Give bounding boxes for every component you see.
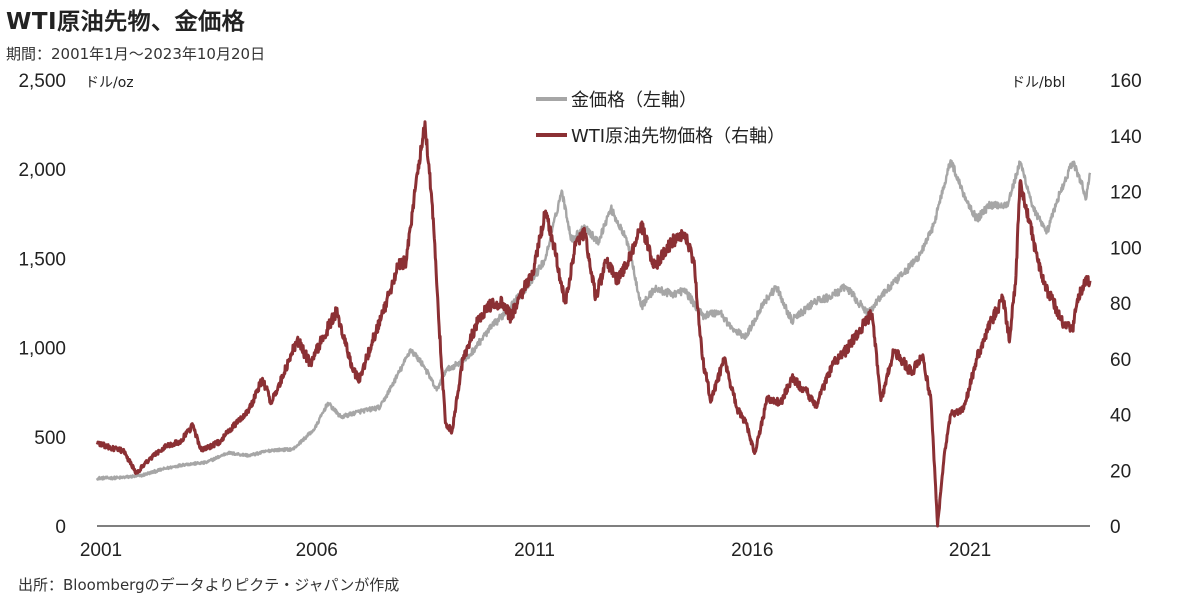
right-tick-label: 20 bbox=[1110, 461, 1131, 482]
wti-crude-line bbox=[95, 120, 1092, 528]
x-tick-label: 2016 bbox=[731, 540, 773, 561]
left-axis-ticks: 0 500 1,000 1,500 2,000 2,500 bbox=[18, 71, 66, 538]
legend-label-gold: 金価格（左軸） bbox=[571, 90, 697, 111]
x-tick-label: 2001 bbox=[80, 540, 122, 561]
x-tick-label: 2006 bbox=[296, 540, 338, 561]
right-tick-label: 100 bbox=[1110, 238, 1142, 259]
right-axis-ticks: 0 20 40 60 80 100 120 140 160 bbox=[1110, 71, 1142, 538]
left-axis-unit: ドル/oz bbox=[85, 75, 134, 91]
right-tick-label: 120 bbox=[1110, 183, 1142, 204]
right-tick-label: 80 bbox=[1110, 294, 1131, 315]
x-tick-label: 2021 bbox=[949, 540, 991, 561]
chart-title: WTI原油先物、金価格 bbox=[6, 9, 246, 35]
legend-label-wti: WTI原油先物価格（右軸） bbox=[571, 126, 785, 147]
gold-price-line bbox=[95, 159, 1092, 481]
left-tick-label: 1,500 bbox=[18, 249, 66, 270]
right-tick-label: 160 bbox=[1110, 71, 1142, 92]
right-tick-label: 60 bbox=[1110, 350, 1131, 371]
legend: 金価格（左軸） WTI原油先物価格（右軸） bbox=[536, 90, 785, 147]
period-label: 期間：2001年1月～2023年10月20日 bbox=[6, 45, 266, 63]
right-axis-unit: ドル/bbl bbox=[1011, 75, 1065, 91]
left-tick-label: 2,500 bbox=[18, 71, 66, 92]
left-tick-label: 0 bbox=[55, 517, 66, 538]
right-tick-label: 40 bbox=[1110, 406, 1131, 427]
x-axis-ticks: 2001 2006 2011 2016 2021 bbox=[80, 540, 991, 561]
x-tick-label: 2011 bbox=[514, 540, 555, 561]
right-tick-label: 140 bbox=[1110, 127, 1142, 148]
source-note: 出所：Bloombergのデータよりピクテ・ジャパンが作成 bbox=[18, 576, 400, 594]
left-tick-label: 1,000 bbox=[18, 339, 66, 360]
right-tick-label: 0 bbox=[1110, 517, 1121, 538]
left-tick-label: 500 bbox=[34, 428, 66, 449]
left-tick-label: 2,000 bbox=[18, 160, 66, 181]
